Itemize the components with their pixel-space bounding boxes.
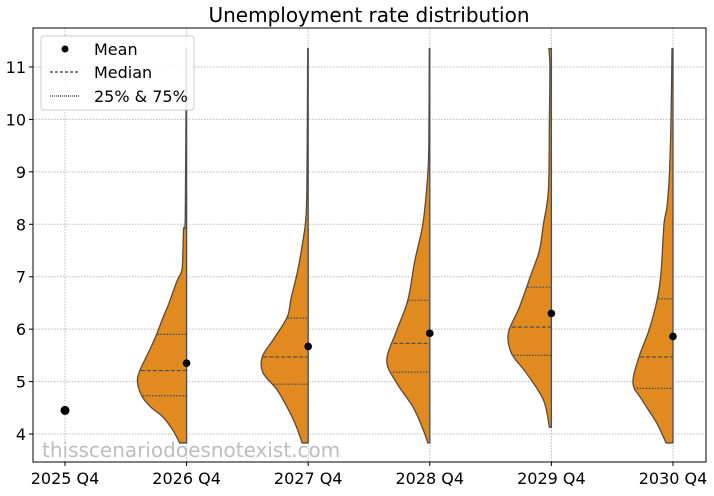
y-tick-label: 9	[16, 163, 26, 182]
legend: Mean Median 25% & 75%	[40, 35, 195, 111]
legend-mean-marker	[61, 45, 69, 53]
x-tick-label: 2027 Q4	[274, 469, 343, 488]
y-tick-label: 8	[16, 215, 26, 234]
mean-dot	[669, 332, 677, 341]
y-tick-label: 7	[16, 268, 26, 287]
x-tick-label: 2030 Q4	[639, 469, 708, 488]
violin-2029-Q4	[507, 48, 553, 428]
legend-box	[40, 35, 195, 111]
axis-ticks: 4 5 6 7 8 9 10 11 2025 Q4 2026 Q4 2027 Q4 2028 Q4 20…	[6, 58, 708, 488]
y-tick-label: 4	[16, 425, 26, 444]
x-tick-label: 2029 Q4	[517, 469, 586, 488]
mean-dot	[182, 359, 191, 368]
violins	[60, 48, 677, 444]
x-tick-label: 2026 Q4	[152, 469, 221, 488]
mean-dot	[60, 405, 70, 415]
y-tick-label: 10	[6, 110, 26, 129]
legend-quartile-label: 25% & 75%	[94, 87, 188, 106]
violin-2027-Q4	[260, 48, 309, 444]
violin-2026-Q4	[136, 48, 188, 444]
mean-dot	[547, 309, 556, 318]
x-tick-label: 2025 Q4	[31, 469, 100, 488]
y-tick-label: 5	[16, 373, 26, 392]
legend-median-label: Median	[94, 63, 152, 82]
mean-dot	[426, 329, 434, 338]
mean-dot	[304, 342, 313, 351]
watermark: thisscenariodoesnotexist.com	[42, 438, 340, 462]
violin-2030-Q4	[632, 48, 674, 444]
y-tick-label: 11	[6, 58, 26, 77]
legend-mean-label: Mean	[94, 40, 138, 59]
chart-title: Unemployment rate distribution	[208, 3, 529, 27]
x-tick-label: 2028 Q4	[396, 469, 465, 488]
y-tick-label: 6	[16, 320, 26, 339]
plot-frame	[32, 27, 707, 463]
violin-2028-Q4	[386, 48, 431, 444]
